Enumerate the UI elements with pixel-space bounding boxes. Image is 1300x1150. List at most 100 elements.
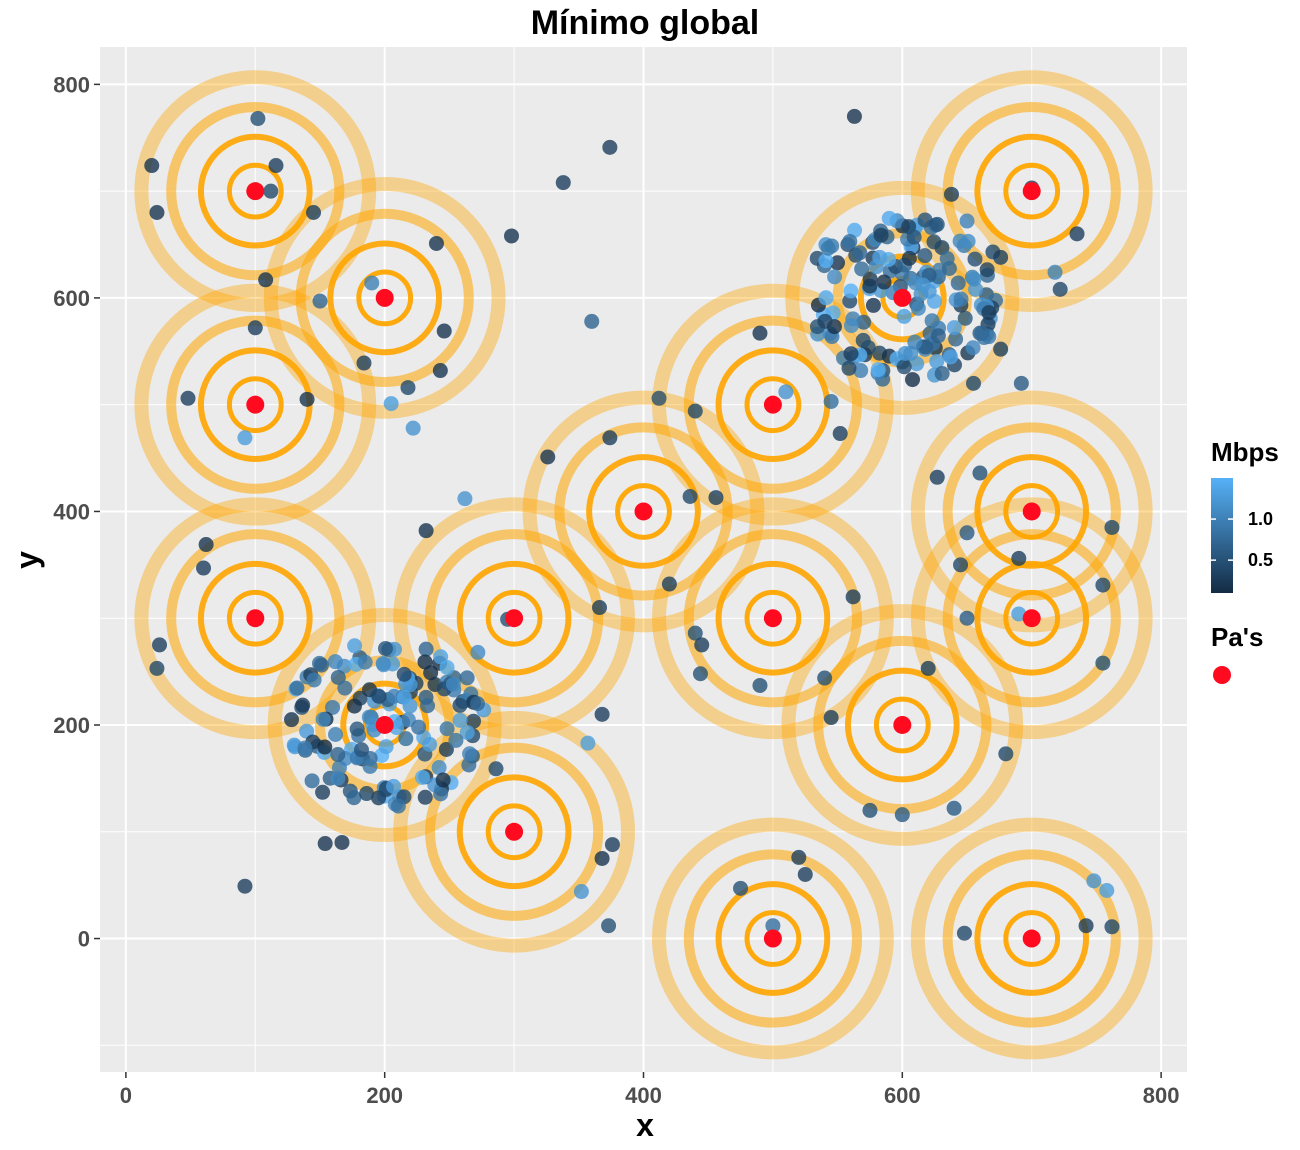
user-point [573, 884, 589, 900]
coverage-ring [942, 422, 1121, 601]
user-point [896, 308, 912, 324]
user-point [823, 710, 839, 726]
user-point [602, 430, 618, 446]
user-point [894, 807, 910, 823]
user-point [306, 204, 322, 220]
user-point [459, 724, 475, 740]
coverage-ring [781, 604, 1024, 846]
x-axis-title: x [636, 1107, 654, 1143]
coverage-ring [942, 529, 1121, 708]
coverage-ring [652, 497, 894, 740]
access-point [246, 395, 265, 414]
user-point [439, 721, 455, 737]
coverage-ring [683, 529, 863, 708]
user-point [873, 227, 889, 243]
user-point [881, 210, 897, 226]
user-point [845, 589, 861, 605]
user-point [452, 712, 468, 728]
user-point [765, 918, 781, 934]
user-point [268, 158, 284, 174]
user-point [870, 362, 886, 378]
user-point [315, 711, 331, 727]
user-point [357, 654, 373, 670]
coverage-ring [586, 454, 701, 569]
user-point [180, 390, 196, 406]
coverage-ring [327, 240, 443, 356]
user-point [797, 866, 813, 882]
legend-key-pas [1213, 666, 1231, 684]
user-point [330, 747, 346, 763]
coverage-ring [134, 497, 377, 740]
user-point [334, 834, 350, 850]
x-tick-label: 800 [1143, 1083, 1180, 1108]
plot-layer [134, 70, 1153, 1060]
user-point [457, 491, 473, 507]
coverage-ring [910, 70, 1153, 313]
user-point [979, 262, 995, 278]
user-point [436, 323, 452, 339]
user-point [905, 372, 921, 388]
user-point [910, 300, 926, 316]
user-point [965, 375, 981, 391]
user-point [930, 328, 946, 344]
user-point [934, 366, 950, 382]
user-point [317, 739, 333, 755]
user-point [584, 313, 600, 329]
user-point [459, 670, 475, 686]
coverage-ring [424, 742, 604, 921]
user-point [791, 849, 807, 865]
user-point [555, 175, 571, 191]
user-point [378, 739, 394, 755]
legend-title-pas: Pa's [1211, 622, 1263, 652]
user-point [872, 249, 888, 265]
coverage-ring [226, 589, 284, 647]
user-point [445, 676, 461, 692]
user-point [778, 384, 794, 400]
user-point [817, 670, 833, 686]
user-point [929, 216, 945, 232]
user-point [843, 318, 859, 334]
coverage-ring [942, 849, 1121, 1028]
user-point [1104, 519, 1120, 535]
user-point [854, 261, 870, 277]
user-point [237, 878, 253, 894]
user-point [383, 396, 399, 412]
coverage-ring [1003, 589, 1061, 647]
y-tick-label: 600 [53, 286, 90, 311]
access-point [893, 715, 912, 734]
coverage-ring [226, 162, 284, 220]
user-point [198, 537, 214, 553]
user-point [1011, 550, 1027, 566]
coverage-ring [197, 133, 313, 249]
user-point [327, 727, 343, 743]
user-point [390, 798, 406, 814]
user-point [843, 346, 859, 362]
coverage-ring [974, 881, 1090, 996]
user-point [452, 697, 468, 713]
user-point [313, 657, 329, 673]
user-point [943, 349, 959, 365]
user-point [325, 699, 341, 715]
coverage-ring [522, 390, 765, 633]
user-point [580, 735, 596, 751]
user-point [830, 255, 846, 271]
user-point [602, 139, 618, 155]
user-point [651, 390, 667, 406]
axis-ticks: 0 200 400 600 800 0 200 400 600 800 [53, 72, 1179, 1108]
user-point [435, 772, 451, 788]
access-point [375, 288, 394, 307]
user-point [694, 637, 710, 653]
coverage-ring [1003, 162, 1061, 220]
user-point [827, 269, 843, 285]
user-point [417, 789, 433, 805]
user-point [946, 800, 962, 816]
coverage-ring [683, 315, 863, 494]
x-tick-label: 200 [366, 1083, 403, 1108]
user-point [462, 746, 478, 762]
user-point [946, 320, 962, 336]
user-point [915, 277, 931, 293]
user-point [469, 696, 485, 712]
user-point [418, 641, 434, 657]
coverage-ring [873, 696, 931, 754]
user-point [346, 698, 362, 714]
